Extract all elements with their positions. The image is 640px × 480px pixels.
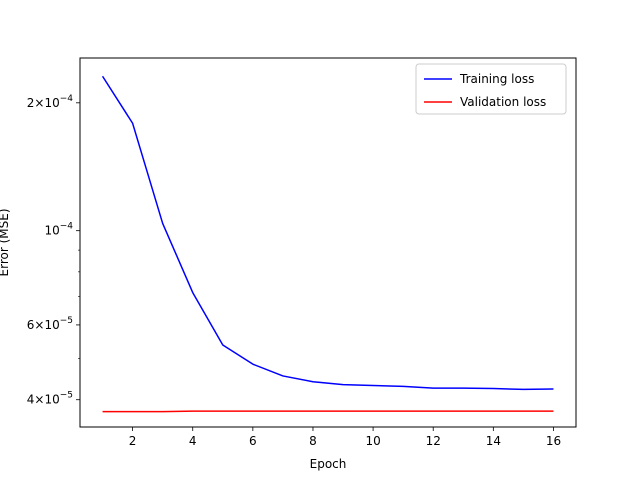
axis-ticks: 2 4 6 8 10 12 14 16 2×10−4 10−4 6×10−5 4×10−5 <box>27 94 561 448</box>
x-tick-label: 16 <box>546 434 561 448</box>
x-axis-label: Epoch <box>310 457 347 471</box>
x-tick-label: 8 <box>309 434 317 448</box>
x-tick-label: 12 <box>426 434 441 448</box>
y-axis-label: Error (MSE) <box>0 209 11 277</box>
y-tick-label: 4×10−5 <box>27 391 73 407</box>
x-tick-label: 2 <box>129 434 137 448</box>
x-tick-label: 14 <box>486 434 501 448</box>
y-tick-label: 6×10−5 <box>27 316 73 332</box>
y-tick-label: 10−4 <box>44 222 73 238</box>
plot-area <box>101 75 554 413</box>
series-line-training-loss <box>101 75 554 391</box>
x-tick-label: 10 <box>365 434 380 448</box>
axes-frame <box>79 57 577 428</box>
legend-label: Training loss <box>459 72 534 86</box>
legend-box <box>415 63 567 115</box>
x-tick-label: 6 <box>249 434 257 448</box>
y-tick-label: 2×10−4 <box>27 94 74 110</box>
x-tick-label: 4 <box>189 434 197 448</box>
legend-label: Validation loss <box>460 95 546 109</box>
legend: Training loss Validation loss <box>415 63 567 115</box>
